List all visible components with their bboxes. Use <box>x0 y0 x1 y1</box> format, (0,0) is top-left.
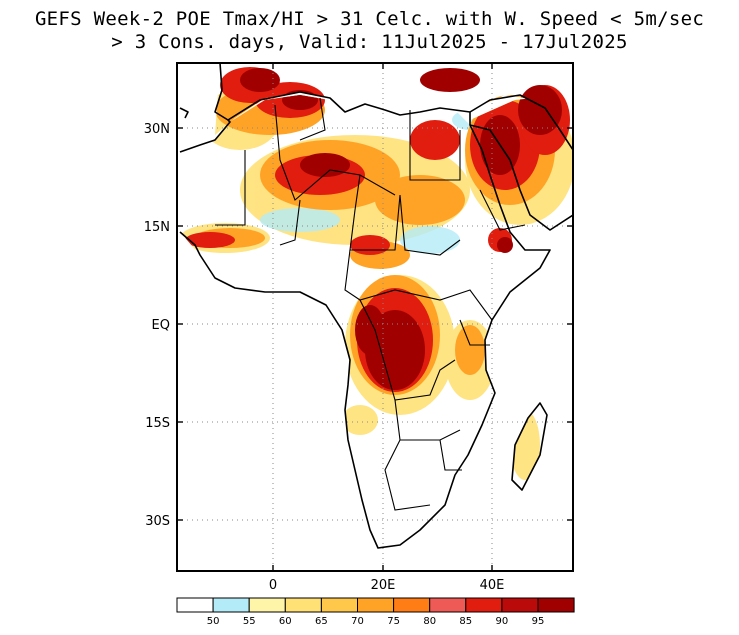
colorbar-swatch <box>465 597 503 613</box>
colorbar-label: 55 <box>243 616 256 627</box>
title-line-1: GEFS Week-2 POE Tmax/HI > 31 Celc. with … <box>34 8 705 30</box>
colorbar-swatch <box>320 597 358 613</box>
colorbar-label: 80 <box>423 616 436 627</box>
lat-label-eq: EQ <box>152 318 170 333</box>
axis-ticks <box>177 63 573 571</box>
lon-label-20e: 20E <box>371 578 396 593</box>
colorbar-label: 65 <box>315 616 328 627</box>
colorbar-label: 95 <box>532 616 545 627</box>
colorbar-swatch <box>357 597 395 613</box>
colorbar-label: 70 <box>351 616 364 627</box>
colorbar-swatch <box>212 597 250 613</box>
lat-label-30s: 30S <box>145 514 170 529</box>
colorbar-label: 85 <box>459 616 472 627</box>
lon-label-40e: 40E <box>480 578 505 593</box>
lon-label-0: 0 <box>269 578 277 593</box>
colorbar-label: 75 <box>387 616 400 627</box>
colorbar-swatch <box>537 597 575 613</box>
lat-label-30n: 30N <box>144 122 170 137</box>
colorbar-swatch <box>429 597 467 613</box>
colorbar-label: 50 <box>207 616 220 627</box>
lat-label-15s: 15S <box>145 416 170 431</box>
colorbar-swatch <box>284 597 322 613</box>
colorbar-swatch <box>176 597 214 613</box>
colorbar-swatch <box>501 597 539 613</box>
colorbar-label: 90 <box>496 616 509 627</box>
colorbar-swatch <box>248 597 286 613</box>
colorbar-swatch <box>393 597 431 613</box>
map-frame <box>176 62 574 572</box>
coastlines <box>179 63 573 549</box>
colorbar-label: 60 <box>279 616 292 627</box>
country-borders <box>215 97 526 511</box>
colorbar: 50 55 60 65 70 75 80 85 90 95 <box>176 597 575 627</box>
title-line-2: > 3 Cons. days, Valid: 11Jul2025 - 17Jul… <box>111 31 628 53</box>
lat-label-15n: 15N <box>144 220 170 235</box>
